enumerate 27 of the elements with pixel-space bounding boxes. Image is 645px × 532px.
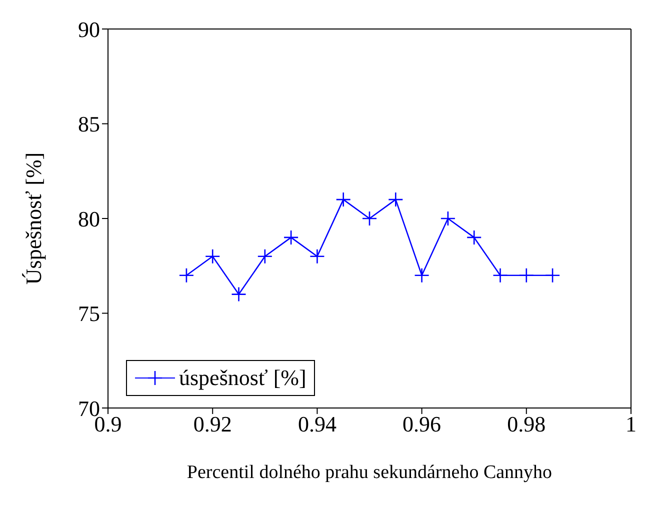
x-axis-title: Percentil dolného prahu sekundárneho Cannyho bbox=[186, 462, 552, 483]
point bbox=[178, 268, 194, 283]
point bbox=[336, 192, 351, 208]
y-tick-label: 90 bbox=[78, 16, 100, 42]
y-tick-label: 80 bbox=[78, 206, 100, 232]
point bbox=[492, 268, 508, 283]
point bbox=[414, 268, 430, 283]
point bbox=[283, 230, 299, 246]
x-tick-label: 0.98 bbox=[507, 412, 546, 437]
point bbox=[544, 268, 560, 283]
x-tick-label: 0.94 bbox=[298, 412, 336, 437]
point bbox=[310, 248, 325, 264]
point bbox=[466, 230, 482, 246]
y-tick-label: 75 bbox=[78, 301, 100, 326]
y-tick-label: 85 bbox=[78, 112, 100, 137]
y-axis-title: Úspešnosť [%] bbox=[20, 152, 46, 285]
legend-label: úspešnosť [%] bbox=[179, 365, 306, 391]
point bbox=[231, 286, 246, 302]
point bbox=[362, 210, 378, 226]
point bbox=[257, 248, 273, 264]
x-tick-label: 0.96 bbox=[402, 412, 442, 437]
x-tick-label: 1 bbox=[626, 412, 636, 437]
point bbox=[388, 192, 404, 208]
x-tick-label: 0.92 bbox=[193, 412, 232, 437]
point bbox=[440, 210, 456, 226]
point bbox=[518, 268, 534, 283]
point bbox=[204, 248, 220, 264]
